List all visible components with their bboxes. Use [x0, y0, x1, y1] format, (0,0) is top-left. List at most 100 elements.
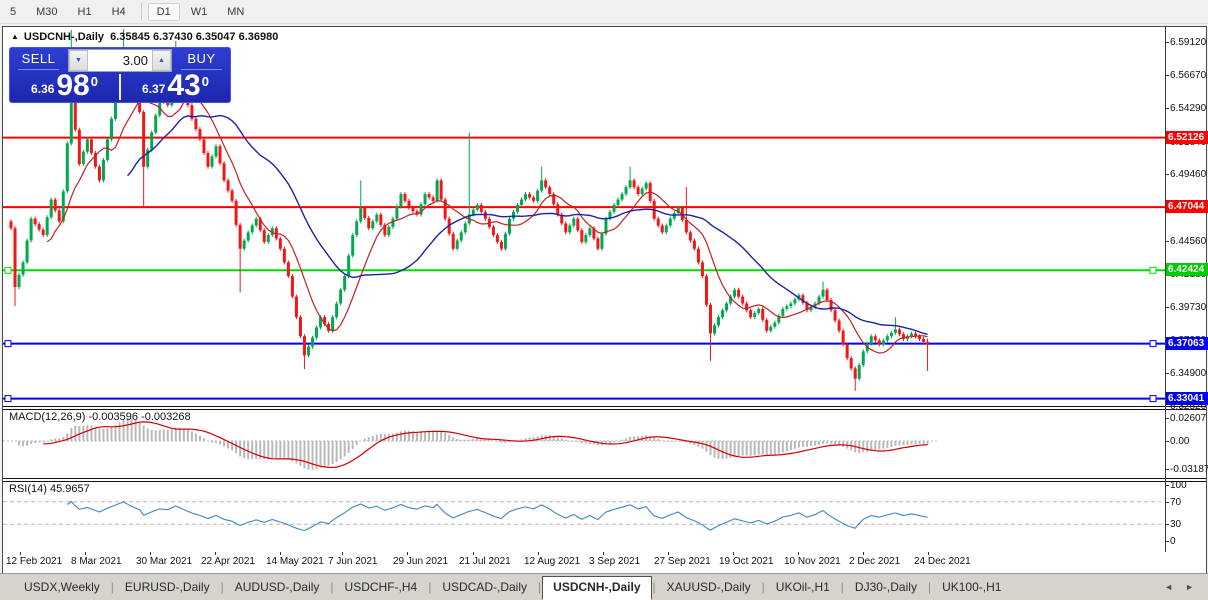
date-axis-label: 10 Nov 2021: [784, 556, 841, 567]
one-click-trading-panel: SELL ▼ ▲ BUY 6.36980 6.37430: [9, 47, 231, 103]
date-axis-label: 8 Mar 2021: [71, 556, 122, 567]
timeframe-button-w1[interactable]: W1: [190, 5, 208, 18]
line-drag-handle[interactable]: [1149, 395, 1157, 403]
price-axis-label: 6.34900: [1170, 368, 1207, 380]
line-drag-handle[interactable]: [1149, 340, 1157, 348]
chart-window: ▲ USDCNH-,Daily 6.35845 6.37430 6.35047 6…: [2, 26, 1208, 574]
chart-tab-bar: USDX,Weekly | EURUSD-,Daily | AUDUSD-,Daily |…: [0, 573, 1208, 600]
chart-symbol-title: USDCNH-,Daily: [23, 31, 104, 43]
timeframe-toolbar: 5 M30 H1 H4 D1 W1 MN: [0, 0, 1208, 24]
date-axis-tick: [538, 552, 539, 555]
timeframe-button-h4[interactable]: H4: [111, 5, 126, 18]
date-axis-tick: [798, 552, 799, 555]
date-axis-tick: [668, 552, 669, 555]
chart-tab-usdx[interactable]: USDX,Weekly: [24, 580, 100, 594]
chart-tab-audusd[interactable]: AUDUSD-,Daily: [234, 580, 320, 594]
collapse-triangle-icon[interactable]: ▲: [11, 32, 19, 41]
timeframe-button-5[interactable]: 5: [10, 5, 17, 18]
rsi-axis-tick: [1165, 541, 1169, 542]
tab-separator: |: [330, 580, 334, 594]
line-drag-handle[interactable]: [1149, 266, 1157, 274]
tab-separator: |: [927, 580, 932, 594]
volume-input[interactable]: [88, 50, 152, 71]
sell-price-pips: 98: [56, 69, 90, 102]
tab-separator: |: [538, 580, 542, 594]
line-drag-handle[interactable]: [4, 266, 12, 274]
tab-separator: |: [428, 580, 432, 594]
chart-tab-dj30[interactable]: DJ30-,Daily: [854, 580, 917, 594]
date-axis-label: 27 Sep 2021: [654, 556, 711, 567]
date-axis-label: 21 Jul 2021: [459, 556, 511, 567]
date-axis-tick: [150, 552, 151, 555]
price-axis-tick: [1165, 241, 1169, 243]
price-axis-tick: [1165, 405, 1169, 407]
date-axis-label: 12 Aug 2021: [524, 556, 581, 567]
date-axis-label: 30 Mar 2021: [136, 556, 193, 567]
chart-tab-usdchf[interactable]: USDCHF-,H4: [344, 580, 418, 594]
price-chart-pane: [3, 29, 1165, 403]
timeframe-button-d1[interactable]: D1: [147, 2, 180, 21]
price-axis-tick: [1165, 373, 1169, 375]
buy-button[interactable]: BUY: [173, 51, 230, 70]
tabs-scroll-left-icon[interactable]: ◄: [1164, 582, 1180, 592]
date-axis-label: 12 Feb 2021: [6, 556, 63, 567]
chart-tab-uk100[interactable]: UK100-,H1: [942, 580, 1002, 594]
macd-axis-label: 0.02607: [1170, 413, 1207, 425]
date-axis-label: 19 Oct 2021: [719, 556, 774, 567]
date-axis-tick: [733, 552, 734, 555]
sell-button[interactable]: SELL: [10, 51, 67, 70]
date-axis-tick: [928, 552, 929, 555]
price-axis-line: [1165, 27, 1166, 552]
toolbar-separator: [140, 3, 142, 20]
date-axis-tick: [473, 552, 474, 555]
pane-separator[interactable]: [3, 406, 1206, 410]
chart-tab-ukoil[interactable]: UKOil-,H1: [775, 580, 830, 594]
sell-price-point: 0: [90, 74, 98, 89]
rsi-axis-label: 30: [1170, 519, 1182, 531]
pane-separator[interactable]: [3, 478, 1206, 482]
price-axis-tick: [1165, 41, 1169, 43]
chart-tab-xauusd[interactable]: XAUUSD-,Daily: [666, 580, 751, 594]
rsi-axis-label: 70: [1170, 496, 1182, 508]
rsi-axis-tick: [1165, 485, 1169, 486]
timeframe-button-mn[interactable]: MN: [227, 5, 245, 18]
buy-price-quote[interactable]: 6.37 43 0: [121, 71, 230, 101]
price-axis-label: 6.39730: [1170, 302, 1207, 314]
date-axis-tick: [407, 552, 408, 555]
buy-button-label: BUY: [187, 51, 216, 66]
rsi-axis-label: 0: [1170, 536, 1176, 547]
tab-separator: |: [761, 580, 765, 594]
chart-tab-eurusd[interactable]: EURUSD-,Daily: [124, 580, 210, 594]
chart-tab-usdcad[interactable]: USDCAD-,Daily: [442, 580, 528, 594]
line-drag-handle[interactable]: [4, 340, 12, 348]
macd-histogram: [18, 418, 929, 470]
rsi-axis-tick: [1165, 501, 1169, 503]
volume-decrease-button[interactable]: ▼: [69, 50, 88, 71]
chart-ohlc-values: 6.35845 6.37430 6.35047 6.36980: [110, 31, 279, 43]
sell-price-quote[interactable]: 6.36 98 0: [10, 69, 121, 102]
rsi-indicator-label: RSI(14) 45.9657: [9, 483, 90, 495]
chart-tab-usdcnh[interactable]: USDCNH-,Daily: [542, 575, 652, 600]
volume-spinner: ▼ ▲: [68, 49, 172, 72]
macd-axis-tick: [1165, 441, 1169, 442]
date-axis[interactable]: 12 Feb 2021 8 Mar 2021 30 Mar 2021 22 Apr 2…: [3, 552, 1206, 572]
sell-price-base: 6.36: [31, 82, 55, 96]
date-axis-label: 14 May 2021: [266, 556, 324, 567]
line-drag-handle[interactable]: [4, 395, 12, 403]
timeframe-button-h1[interactable]: H1: [77, 5, 92, 18]
price-axis-label: 6.44560: [1170, 236, 1207, 248]
tab-separator: |: [110, 580, 114, 594]
rsi-indicator-pane: [3, 500, 1161, 532]
price-axis-label: 6.49460: [1170, 169, 1207, 181]
tabs-scroll-right-icon[interactable]: ►: [1185, 582, 1200, 592]
sell-button-label: SELL: [21, 51, 56, 66]
macd-signal-line: [43, 421, 928, 469]
buy-price-base: 6.37: [142, 82, 166, 96]
price-axis-label: 6.59120: [1170, 36, 1207, 48]
ma-fast-line: [46, 95, 928, 354]
date-axis-label: 7 Jun 2021: [328, 556, 378, 567]
timeframe-button-m30[interactable]: M30: [36, 5, 58, 18]
volume-increase-button[interactable]: ▲: [152, 50, 171, 71]
tab-separator: |: [652, 580, 656, 594]
date-axis-tick: [863, 552, 864, 555]
